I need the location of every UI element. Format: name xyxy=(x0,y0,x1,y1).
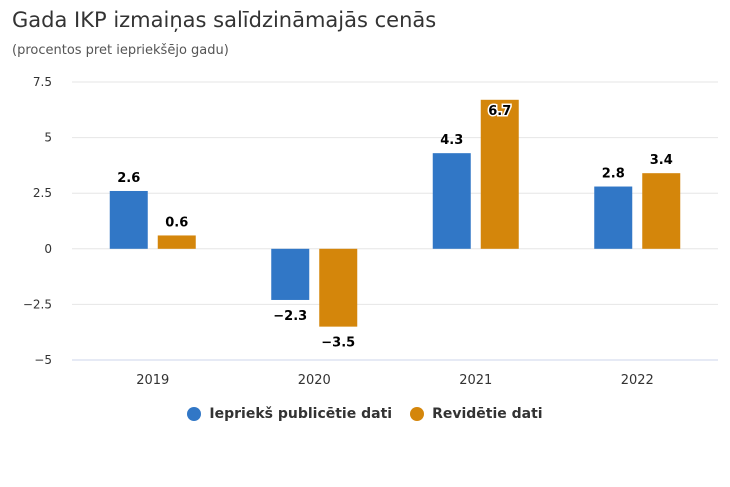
data-label: 0.6 xyxy=(165,215,188,230)
legend-item-previous[interactable]: Iepriekš publicētie dati xyxy=(187,406,392,422)
data-label: 2.8 xyxy=(602,167,625,182)
data-label: 3.4 xyxy=(650,153,673,168)
bar[interactable] xyxy=(319,248,358,327)
data-label: −3.5 xyxy=(321,336,355,351)
bar-chart: 7.5 5 2.5 0 −2.5 −5 2.6 0.6 −2.3 −3.5 4.3 6.7 2.8 3.… xyxy=(23,75,718,388)
bar[interactable] xyxy=(642,173,681,249)
data-labels: 2.6 0.6 −2.3 −3.5 4.3 6.7 2.8 3.4 xyxy=(117,102,673,351)
chart-subtitle: (procentos pret iepriekšējo gadu) xyxy=(12,43,229,58)
bar[interactable] xyxy=(271,248,310,300)
x-tick-label: 2019 xyxy=(136,373,169,388)
legend-dot-previous xyxy=(187,407,202,421)
x-axis-ticks: 2019 2020 2021 2022 xyxy=(136,373,654,388)
y-tick-label: −5 xyxy=(34,353,52,367)
bar[interactable] xyxy=(594,186,633,249)
bars xyxy=(109,99,681,327)
data-label: 4.3 xyxy=(440,133,463,148)
data-label: 6.7 xyxy=(488,104,511,119)
legend-item-revised[interactable]: Revidētie dati xyxy=(410,406,543,422)
y-tick-label: 0 xyxy=(44,242,52,256)
bar[interactable] xyxy=(109,190,148,249)
x-tick-label: 2020 xyxy=(298,373,331,388)
bar[interactable] xyxy=(480,99,519,249)
x-tick-label: 2021 xyxy=(459,373,492,388)
legend-label-revised: Revidētie dati xyxy=(432,406,543,422)
legend-dot-revised xyxy=(410,407,425,421)
y-tick-label: 7.5 xyxy=(33,75,52,89)
y-tick-label: −2.5 xyxy=(23,297,52,311)
bar[interactable] xyxy=(157,235,196,249)
legend-label-previous: Iepriekš publicētie dati xyxy=(209,406,393,422)
x-tick-label: 2022 xyxy=(621,373,654,388)
data-label: 2.6 xyxy=(117,171,140,186)
y-axis-ticks: 7.5 5 2.5 0 −2.5 −5 xyxy=(23,75,52,367)
bar[interactable] xyxy=(432,153,471,249)
y-tick-label: 2.5 xyxy=(33,186,52,200)
chart-title: Gada IKP izmaiņas salīdzināmajās cenās xyxy=(12,8,437,32)
y-tick-label: 5 xyxy=(44,131,52,145)
legend: Iepriekš publicētie dati Revidētie dati xyxy=(0,406,730,422)
data-label: −2.3 xyxy=(273,309,307,324)
